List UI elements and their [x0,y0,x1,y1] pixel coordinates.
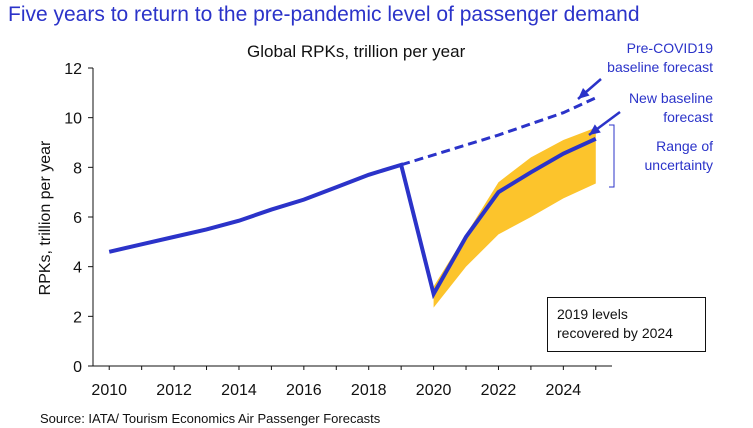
new-baseline-line [108,136,597,300]
x-tick-label: 2012 [156,382,192,399]
y-tick-label: 12 [64,61,82,78]
pre-covid-baseline-line [400,96,597,167]
x-tick-label: 2024 [546,382,582,399]
y-tick-label: 2 [73,309,82,326]
annotation-pre-covid: Pre-COVID19 baseline forecast [607,39,713,77]
note-line-1: 2019 levels [557,306,628,322]
y-axis-label: RPKs, trillion per year [37,140,54,295]
y-tick-label: 6 [73,210,82,227]
annotation-layer [577,78,621,188]
x-tick-label: 2022 [481,382,517,399]
annotation-new-baseline-line1: New baseline [628,90,713,106]
annotation-pre-covid-line2: baseline forecast [607,59,713,75]
y-tick-label: 8 [73,160,82,177]
annotation-range-line2: uncertainty [644,157,713,173]
annotation-range-line1: Range of [656,138,713,154]
x-tick-label: 2016 [286,382,322,399]
pre-covid-arrow-head [578,88,590,99]
x-tick-label: 2018 [351,382,387,399]
annotation-pre-covid-line1: Pre-COVID19 [626,40,713,56]
annotation-new-baseline-line2: forecast [663,109,713,125]
recovery-note-box: 2019 levels recovered by 2024 [547,297,706,352]
y-tick-label: 10 [64,111,82,128]
series-layer [108,96,597,300]
axes: 0 2 4 6 8 10 12 2010 2012 2014 2016 2018 2020 2022 202… [64,61,612,399]
source-note: Source: IATA/ Tourism Economics Air Pass… [40,411,381,426]
y-tick-label: 0 [73,359,82,376]
y-tick-label: 4 [73,260,82,277]
x-tick-label: 2014 [221,382,257,399]
new-baseline-arrow-head [589,124,601,135]
uncertainty-band [433,127,596,308]
annotation-range: Range of uncertainty [645,137,713,175]
note-line-2: recovered by 2024 [557,325,673,341]
uncertainty-band-layer [433,127,596,308]
annotation-new-baseline: New baseline forecast [629,89,713,127]
x-tick-label: 2020 [416,382,452,399]
x-tick-label: 2010 [91,382,127,399]
chart-headline: Five years to return to the pre-pandemic… [8,3,640,26]
range-bracket [609,124,615,188]
chart-title: Global RPKs, trillion per year [247,42,466,61]
